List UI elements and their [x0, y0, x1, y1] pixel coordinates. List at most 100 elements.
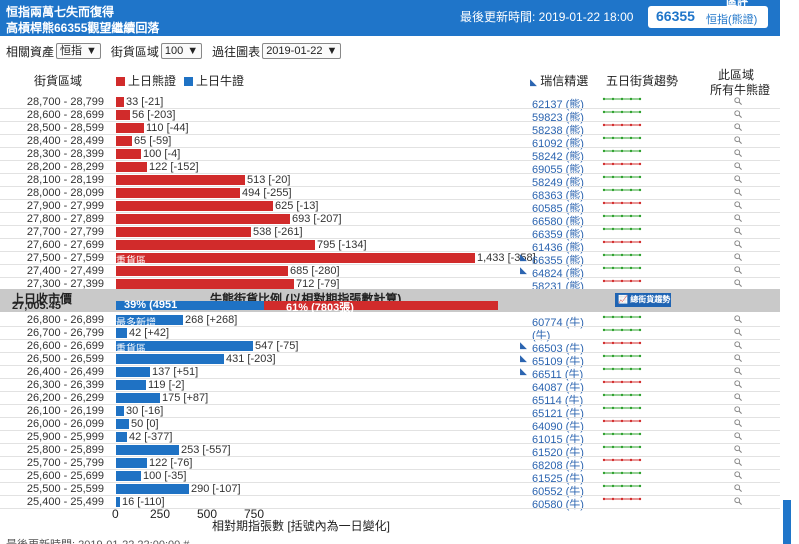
bear-bar[interactable]: [116, 110, 130, 120]
search-icon[interactable]: [734, 201, 742, 209]
bear-bar[interactable]: [116, 279, 294, 289]
bar-value-label: 110 [-44]: [146, 122, 189, 134]
bar-value-label: 122 [-152]: [149, 161, 199, 173]
bull-bar[interactable]: [116, 471, 141, 481]
bear-bar[interactable]: [116, 136, 132, 146]
search-icon[interactable]: [734, 393, 742, 401]
search-icon[interactable]: [734, 484, 742, 492]
bear-bar[interactable]: [116, 201, 273, 211]
bear-bar[interactable]: [116, 266, 288, 276]
bar-value-label: 56 [-203]: [132, 109, 176, 121]
chart-date-select-value: 2019-01-22: [266, 45, 323, 57]
bull-bar[interactable]: [116, 354, 224, 364]
search-icon[interactable]: [734, 136, 742, 144]
bull-bar[interactable]: [116, 380, 146, 390]
search-icon[interactable]: [734, 162, 742, 170]
x-tick-500: 500: [197, 507, 218, 521]
trend-sparkline: [602, 279, 642, 283]
search-icon[interactable]: [734, 432, 742, 440]
search-icon[interactable]: [734, 367, 742, 375]
bar-value-label: 625 [-13]: [275, 200, 319, 212]
bear-bar[interactable]: [116, 97, 124, 107]
search-icon[interactable]: [734, 253, 742, 261]
bull-bar[interactable]: [116, 432, 127, 442]
bull-bar[interactable]: [116, 341, 253, 351]
total-trend-button[interactable]: 📈 總街貨趨勢: [615, 293, 671, 307]
featured-warrant-label[interactable]: 恒指(熊證): [706, 14, 758, 26]
search-icon[interactable]: [734, 380, 742, 388]
bar-value-label: 100 [-4]: [143, 148, 181, 160]
search-icon[interactable]: [734, 328, 742, 336]
bull-bar[interactable]: [116, 328, 127, 338]
bull-bar[interactable]: [116, 484, 189, 494]
row-divider: [0, 134, 780, 135]
trend-sparkline: [602, 201, 642, 205]
bull-bar[interactable]: [116, 445, 179, 455]
featured-warrant-code[interactable]: 66355: [656, 8, 695, 24]
search-icon[interactable]: [734, 97, 742, 105]
search-icon[interactable]: [734, 419, 742, 427]
legend-bear-label: 上日熊證: [128, 74, 177, 88]
bear-bar[interactable]: [116, 123, 144, 133]
bar-tag: 重貨區: [116, 344, 146, 355]
bear-bar[interactable]: [116, 188, 240, 198]
chevron-down-icon: ▼: [326, 45, 338, 57]
trend-sparkline: [602, 188, 642, 192]
range-label: 26,600 - 26,699: [26, 340, 104, 352]
range-label: 26,400 - 26,499: [26, 366, 104, 378]
search-icon[interactable]: [734, 175, 742, 183]
right-scroll-tab[interactable]: [783, 500, 791, 544]
search-icon[interactable]: [734, 149, 742, 157]
range-label: 27,300 - 27,399: [26, 278, 104, 290]
bull-bar[interactable]: [116, 458, 147, 468]
warrant-code-link[interactable]: 60580 (牛): [532, 499, 584, 511]
bull-row: 26,300 - 26,399 119 [-2] 64087 (牛): [0, 379, 780, 394]
search-icon[interactable]: [734, 188, 742, 196]
bull-row: 26,100 - 26,199 30 [-16] 65121 (牛): [0, 405, 780, 420]
search-icon[interactable]: [734, 445, 742, 453]
bear-bar[interactable]: [116, 253, 475, 263]
range-select[interactable]: 100 ▼: [160, 43, 203, 59]
search-icon[interactable]: [734, 123, 742, 131]
search-icon[interactable]: [734, 315, 742, 323]
search-icon[interactable]: [734, 471, 742, 479]
search-icon[interactable]: [734, 227, 742, 235]
trend-sparkline: [602, 149, 642, 153]
bar-value-label: 290 [-107]: [191, 483, 241, 495]
bear-bar[interactable]: [116, 175, 245, 185]
row-divider: [0, 508, 780, 509]
search-icon[interactable]: [734, 354, 742, 362]
search-icon[interactable]: [734, 214, 742, 222]
bull-bar[interactable]: [116, 315, 183, 325]
bull-bar[interactable]: [116, 406, 124, 416]
bear-bar[interactable]: [116, 240, 315, 250]
row-divider: [0, 238, 780, 239]
trend-sparkline: [602, 227, 642, 231]
bull-bar[interactable]: [116, 497, 120, 507]
range-label: 28,600 - 28,699: [26, 109, 104, 121]
bear-bar[interactable]: [116, 149, 141, 159]
search-icon[interactable]: [734, 497, 742, 505]
bull-bar[interactable]: [116, 367, 150, 377]
range-label: 25,700 - 25,799: [26, 457, 104, 469]
bear-bar[interactable]: [116, 214, 290, 224]
search-icon[interactable]: [734, 341, 742, 349]
chart-date-select[interactable]: 2019-01-22 ▼: [262, 43, 342, 59]
bear-bar[interactable]: [116, 227, 251, 237]
bar-tag: 重貨區: [116, 256, 146, 267]
featured-warrant-box[interactable]: 66355 恒指(熊證): [648, 6, 768, 28]
trend-sparkline: [602, 240, 642, 244]
search-icon[interactable]: [734, 279, 742, 287]
search-icon[interactable]: [734, 458, 742, 466]
search-icon[interactable]: [734, 110, 742, 118]
bear-bar[interactable]: [116, 162, 147, 172]
bull-bar[interactable]: [116, 393, 160, 403]
asset-select[interactable]: 恒指 ▼: [56, 43, 101, 59]
trend-sparkline: [602, 471, 642, 475]
search-icon[interactable]: [734, 240, 742, 248]
bull-bar[interactable]: [116, 419, 129, 429]
col-pick-header: ◣ 瑞信精選: [530, 72, 588, 89]
search-icon[interactable]: [734, 266, 742, 274]
range-label: 25,600 - 25,699: [26, 470, 104, 482]
search-icon[interactable]: [734, 406, 742, 414]
